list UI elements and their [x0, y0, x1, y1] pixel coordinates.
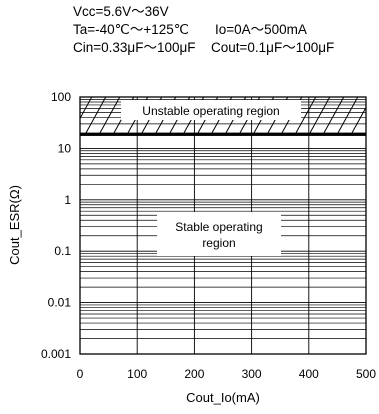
condition-line-2a: Ta=-40℃～+125℃ — [73, 22, 189, 37]
hatch-line — [16, 97, 36, 133]
stable-region-label-line2: region — [202, 236, 235, 250]
x-tick-label: 0 — [77, 367, 84, 381]
condition-line-3b: Cout=0.1μF～100μF — [211, 40, 335, 55]
y-axis-label: Cout_ESR(Ω) — [7, 185, 22, 265]
hatch-line — [337, 97, 359, 134]
hatch-line — [365, 131, 366, 133]
hatch-line — [80, 97, 93, 120]
hatch-line — [30, 97, 50, 133]
x-tick-label: 400 — [299, 367, 319, 381]
hatch-line — [309, 97, 331, 134]
y-tick-label: 0.01 — [48, 296, 72, 310]
condition-line-2b: Io=0A～500mA — [215, 22, 307, 37]
y-tick-label: 10 — [58, 141, 72, 155]
unstable-label-box — [121, 100, 301, 120]
x-tick-label: 300 — [242, 367, 262, 381]
y-tick-label: 0.001 — [41, 347, 71, 361]
stable-label-box — [157, 212, 281, 256]
condition-line-3a: Cin=0.33μF～100μF — [73, 40, 196, 55]
x-tick-label: 200 — [184, 367, 204, 381]
plot-frame — [79, 96, 367, 355]
hatch-line — [2, 97, 22, 133]
unstable-region-label: Unstable operating region — [142, 104, 279, 118]
hatch-line — [0, 97, 8, 133]
axes: 0.001 0.01 0.1 1 10 100 0 100 200 300 400 500 Cout_I… — [7, 90, 376, 405]
x-tick-label: 100 — [127, 367, 147, 381]
hatch-line — [85, 97, 107, 134]
stability-boundary-line — [80, 132, 366, 136]
condition-line-1: Vcc=5.6V～36V — [73, 4, 169, 19]
y-tick-label: 0.1 — [54, 244, 71, 258]
region-labels: Unstable operating region Stable operatin… — [121, 100, 301, 256]
hatch-line — [323, 97, 345, 134]
y-tick-label: 1 — [64, 193, 71, 207]
grid-layer — [80, 97, 366, 355]
x-tick-label: 500 — [356, 367, 376, 381]
stable-region-label-line1: Stable operating — [175, 220, 262, 234]
x-axis-label: Cout_Io(mA) — [186, 390, 260, 405]
y-tick-label: 100 — [51, 90, 71, 104]
hatch-line — [351, 106, 366, 134]
hatch-line — [295, 97, 317, 134]
hatch-line — [99, 97, 121, 134]
